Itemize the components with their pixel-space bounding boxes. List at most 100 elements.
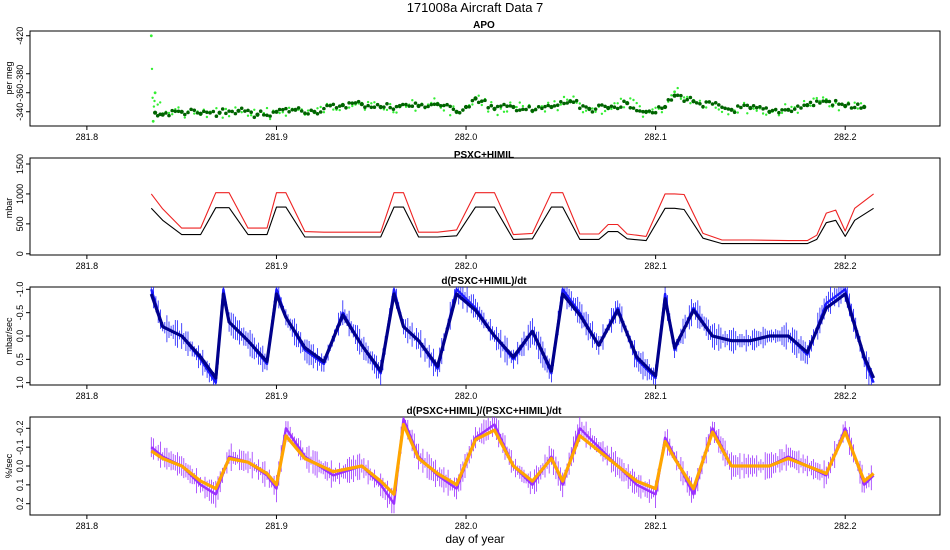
data-point [284,106,288,111]
x-tick-label: 282.0 [455,521,478,531]
data-point [160,112,165,117]
data-point [780,108,784,112]
panel-apo: APO per meg 281.8 281.9 282.0 282.1 282.2 -3… [4,20,941,142]
data-point [490,101,493,104]
data-point [600,112,604,115]
data-point [366,100,370,104]
data-point [186,110,190,115]
data-point [568,99,573,104]
data-point [657,105,661,109]
data-point [635,101,638,105]
data-point [634,108,639,113]
data-point [578,106,582,111]
data-point [416,103,421,109]
panel-apo-data [149,34,867,123]
data-point [632,98,635,102]
data-point [610,107,613,111]
data-point [732,110,737,115]
data-point [473,96,478,101]
data-point [666,98,671,102]
panel-dpdt-norm-x-axis: 281.8 281.9 282.0 282.1 282.2 [76,515,856,531]
x-axis-label: day of year [445,532,504,546]
data-point [388,105,392,110]
data-point [173,109,178,114]
data-point [755,109,758,112]
data-point [590,110,595,114]
data-point [205,115,209,119]
data-point [451,107,456,112]
data-point [505,110,509,113]
data-point [628,106,633,110]
data-point [837,102,841,106]
data-point [799,106,803,110]
data-point [720,110,724,114]
data-point [862,104,867,110]
data-point [629,97,632,100]
panel-pressure-y-axis: 0 500 1000 1500 [15,154,30,256]
data-point [584,109,588,112]
data-point [849,106,854,110]
data-point [745,103,750,108]
x-tick-label: 282.0 [455,391,478,401]
data-point [752,107,755,110]
data-point [802,103,806,108]
panel-apo-title: APO [473,20,495,31]
data-point [159,101,162,104]
data-point [432,102,437,107]
data-point [726,107,731,111]
y-tick-label: -380 [15,65,25,83]
data-point [164,111,168,115]
data-point [230,109,234,114]
data-point [789,109,794,114]
data-point [552,104,557,108]
data-point [224,107,228,111]
x-tick-label: 281.8 [76,261,99,271]
data-point [268,117,272,121]
data-point [833,98,838,103]
panel-pressure-ylabel: mbar [4,198,14,219]
data-point [306,109,310,112]
data-point [581,104,585,108]
data-point [682,99,686,103]
data-point [319,105,322,109]
data-point [334,106,339,110]
panel-dpdt-norm-ylabel: %/sec [4,453,14,478]
data-point [404,102,408,107]
data-point [694,101,699,105]
data-point [281,107,285,112]
data-point [660,106,664,111]
series-line-1 [150,206,874,245]
data-point [698,99,702,102]
data-point [685,97,689,102]
data-point [758,105,762,109]
data-point [679,97,683,100]
data-point [353,101,358,105]
data-point [328,103,332,108]
data-point [265,113,269,118]
data-point [372,105,377,109]
data-point [171,113,174,116]
data-point [566,98,569,101]
x-tick-label: 281.9 [265,391,288,401]
panel-dpdt-y-axis: -1.0 -0.5 0.0 0.5 1.0 [15,282,30,389]
data-point [597,103,601,108]
data-point [363,108,367,111]
data-point [514,108,519,113]
data-point [603,109,607,113]
data-point [214,114,219,118]
data-point [385,108,389,112]
panel-dpdt-data [149,287,876,385]
data-point [426,104,430,109]
data-point [559,100,563,104]
data-point [603,104,607,109]
data-point [518,108,522,112]
data-point [277,107,282,112]
data-point [723,106,727,111]
data-point [574,98,579,103]
data-point [746,112,749,115]
data-point [401,102,405,107]
data-point [220,107,225,111]
data-point [470,98,475,103]
data-point [673,90,676,94]
y-tick-label: -0.5 [15,305,25,321]
